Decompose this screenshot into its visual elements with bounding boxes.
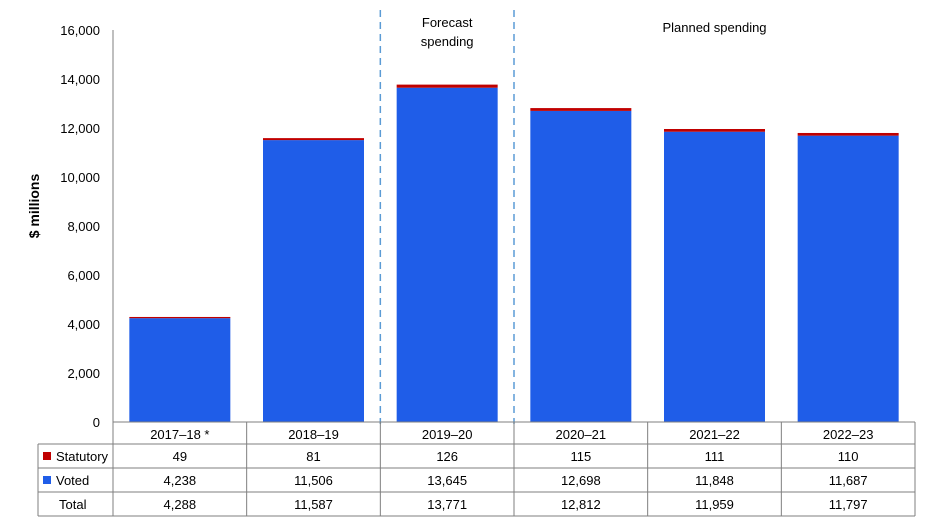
bar-voted bbox=[664, 131, 765, 422]
data-label-total: 11,587 bbox=[294, 497, 333, 512]
y-tick-label: 12,000 bbox=[60, 121, 100, 136]
period-dividers bbox=[379, 10, 515, 424]
legend-label-statutory: Statutory bbox=[56, 449, 109, 464]
legend-swatch-statutory bbox=[43, 452, 51, 460]
y-axis: 0 2,000 4,000 6,000 8,000 10,000 12,000 14,000 1… bbox=[26, 23, 114, 430]
x-tick-label: 2017–18 * bbox=[150, 427, 209, 442]
bar-statutory bbox=[263, 138, 364, 141]
data-label-statutory: 126 bbox=[436, 449, 458, 464]
bar-voted bbox=[530, 110, 632, 423]
data-label-voted: 4,238 bbox=[164, 473, 197, 488]
x-tick-label: 2021–22 bbox=[689, 427, 740, 442]
y-tick-label: 6,000 bbox=[67, 268, 100, 283]
data-label-voted: 12,698 bbox=[561, 473, 601, 488]
bars bbox=[129, 84, 899, 423]
period-annotations: Forecast spending Planned spending bbox=[421, 15, 767, 49]
data-label-total: 4,288 bbox=[164, 497, 197, 512]
y-tick-label: 14,000 bbox=[60, 72, 100, 87]
y-tick-label: 4,000 bbox=[67, 317, 100, 332]
annotation-forecast-spending: spending bbox=[421, 34, 474, 49]
data-label-voted: 13,645 bbox=[427, 473, 467, 488]
y-axis-label: $ millions bbox=[26, 174, 42, 239]
bar-statutory bbox=[530, 108, 632, 111]
legend-label-total: Total bbox=[59, 497, 87, 512]
data-label-voted: 11,687 bbox=[829, 473, 868, 488]
bar-voted bbox=[396, 87, 498, 422]
data-label-total: 11,797 bbox=[829, 497, 868, 512]
data-label-statutory: 49 bbox=[173, 449, 187, 464]
data-label-statutory: 111 bbox=[705, 449, 725, 464]
x-tick-label: 2020–21 bbox=[556, 427, 607, 442]
y-tick-label: 0 bbox=[93, 415, 100, 430]
x-tick-label: 2018–19 bbox=[288, 427, 339, 442]
legend-label-voted: Voted bbox=[56, 473, 89, 488]
y-tick-label: 10,000 bbox=[60, 170, 100, 185]
data-label-total: 12,812 bbox=[561, 497, 601, 512]
data-label-total: 13,771 bbox=[427, 497, 467, 512]
bar-statutory bbox=[129, 316, 231, 319]
data-table: 2017–18 * 2018–19 2019–20 2020–21 2021–22 202… bbox=[37, 421, 916, 517]
bar-statutory bbox=[396, 84, 498, 88]
data-label-voted: 11,848 bbox=[695, 473, 734, 488]
y-tick-label: 2,000 bbox=[67, 366, 100, 381]
legend-swatch-voted bbox=[43, 476, 51, 484]
y-tick-label: 8,000 bbox=[67, 219, 100, 234]
data-label-total: 11,959 bbox=[695, 497, 734, 512]
data-label-voted: 11,506 bbox=[294, 473, 333, 488]
x-tick-label: 2019–20 bbox=[422, 427, 473, 442]
bar-voted bbox=[129, 318, 231, 422]
data-label-statutory: 81 bbox=[306, 449, 320, 464]
y-tick-label: 16,000 bbox=[60, 23, 100, 38]
bar-statutory bbox=[797, 132, 899, 136]
annotation-forecast-spending: Forecast bbox=[422, 15, 473, 30]
x-tick-label: 2022–23 bbox=[823, 427, 874, 442]
bar-voted bbox=[797, 135, 899, 422]
bar-voted bbox=[263, 140, 364, 422]
annotation-planned-spending: Planned spending bbox=[662, 20, 766, 35]
data-label-statutory: 110 bbox=[838, 449, 859, 464]
data-label-statutory: 115 bbox=[570, 449, 591, 464]
bar-statutory bbox=[664, 129, 765, 132]
